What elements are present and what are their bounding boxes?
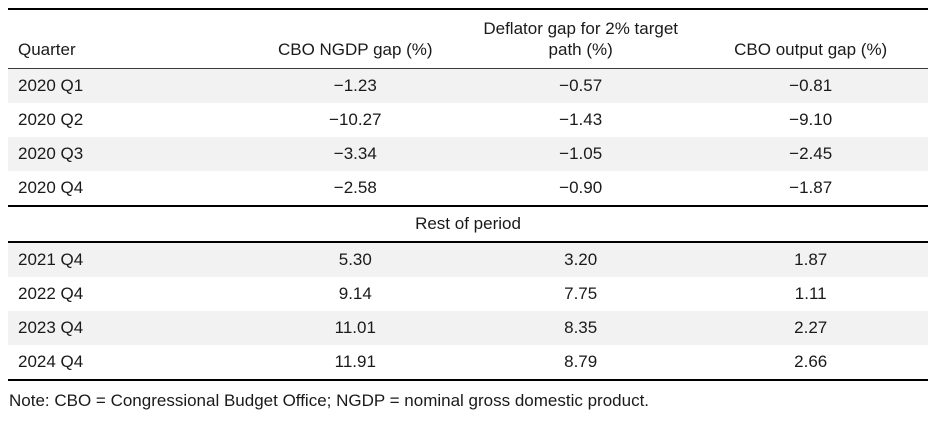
- ngdp-gap-cell: 11.01: [334, 318, 376, 337]
- section-divider-row: Rest of period: [8, 205, 928, 243]
- output-gap-cell: −1.87: [789, 178, 833, 197]
- quarter-cell: 2020 Q2: [18, 110, 84, 129]
- table-row-2020-q1: 2020 Q1 −1.23 −0.57 −0.81: [8, 68, 928, 103]
- output-gap-cell: 1.11: [794, 284, 827, 303]
- output-gap-cell: 2.66: [794, 352, 828, 371]
- col-header-deflator-gap-line2: path (%): [548, 39, 613, 59]
- table-row-2022-q4: 2022 Q4 9.14 7.75 1.11: [8, 277, 928, 311]
- ngdp-gap-cell: 11.91: [334, 352, 376, 371]
- quarter-cell: 2021 Q4: [18, 250, 84, 269]
- deflator-gap-cell: 3.20: [564, 250, 598, 269]
- table-note: Note: CBO = Congressional Budget Office;…: [9, 391, 650, 410]
- ngdp-gap-cell: 9.14: [338, 284, 372, 303]
- table-row-2024-q4: 2024 Q4 11.91 8.79 2.66: [8, 345, 928, 380]
- ngdp-gap-cell: −10.27: [329, 110, 382, 129]
- ngdp-gap-cell: −1.23: [333, 76, 377, 95]
- col-header-ngdp-gap: CBO NGDP gap (%): [242, 9, 468, 69]
- table-row-2020-q3: 2020 Q3 −3.34 −1.05 −2.45: [8, 137, 928, 171]
- table-row-2021-q4: 2021 Q4 5.30 3.20 1.87: [8, 242, 928, 277]
- deflator-gap-cell: −0.57: [559, 76, 603, 95]
- quarter-cell: 2020 Q1: [18, 76, 84, 95]
- output-gap-cell: 2.27: [794, 318, 828, 337]
- quarter-cell: 2022 Q4: [18, 284, 84, 303]
- table-row-2023-q4: 2023 Q4 11.01 8.35 2.27: [8, 311, 928, 345]
- deflator-gap-cell: 7.75: [564, 284, 598, 303]
- deflator-gap-cell: −1.43: [559, 110, 603, 129]
- col-header-deflator-gap: Deflator gap for 2% target path (%): [467, 9, 694, 69]
- output-gap-cell: 1.87: [794, 250, 828, 269]
- ngdp-gap-cell: −3.34: [333, 144, 377, 163]
- output-gap-cell: −2.45: [789, 144, 833, 163]
- output-gap-cell: −9.10: [789, 110, 833, 129]
- col-header-deflator-gap-line1: Deflator gap for 2% target: [483, 18, 679, 38]
- section-divider-label: Rest of period: [8, 205, 928, 243]
- gap-table: Quarter CBO NGDP gap (%) Deflator gap fo…: [8, 8, 928, 381]
- table-row-2020-q2: 2020 Q2 −10.27 −1.43 −9.10: [8, 103, 928, 137]
- deflator-gap-cell: −0.90: [559, 178, 603, 197]
- table-body: 2020 Q1 −1.23 −0.57 −0.81 2020 Q2 −10.27…: [8, 68, 928, 380]
- header-row: Quarter CBO NGDP gap (%) Deflator gap fo…: [8, 9, 928, 69]
- ngdp-gap-cell: 5.30: [338, 250, 372, 269]
- deflator-gap-cell: −1.05: [559, 144, 603, 163]
- table-row-2020-q4: 2020 Q4 −2.58 −0.90 −1.87: [8, 171, 928, 206]
- table-header: Quarter CBO NGDP gap (%) Deflator gap fo…: [8, 9, 928, 69]
- col-header-output-gap: CBO output gap (%): [693, 9, 928, 69]
- col-header-quarter: Quarter: [8, 9, 243, 69]
- quarter-cell: 2024 Q4: [18, 352, 84, 371]
- ngdp-gap-cell: −2.58: [333, 178, 377, 197]
- quarter-cell: 2020 Q3: [18, 144, 84, 163]
- quarter-cell: 2020 Q4: [18, 178, 84, 197]
- output-gap-cell: −0.81: [789, 76, 833, 95]
- deflator-gap-cell: 8.35: [564, 318, 598, 337]
- deflator-gap-cell: 8.79: [564, 352, 598, 371]
- quarter-cell: 2023 Q4: [18, 318, 84, 337]
